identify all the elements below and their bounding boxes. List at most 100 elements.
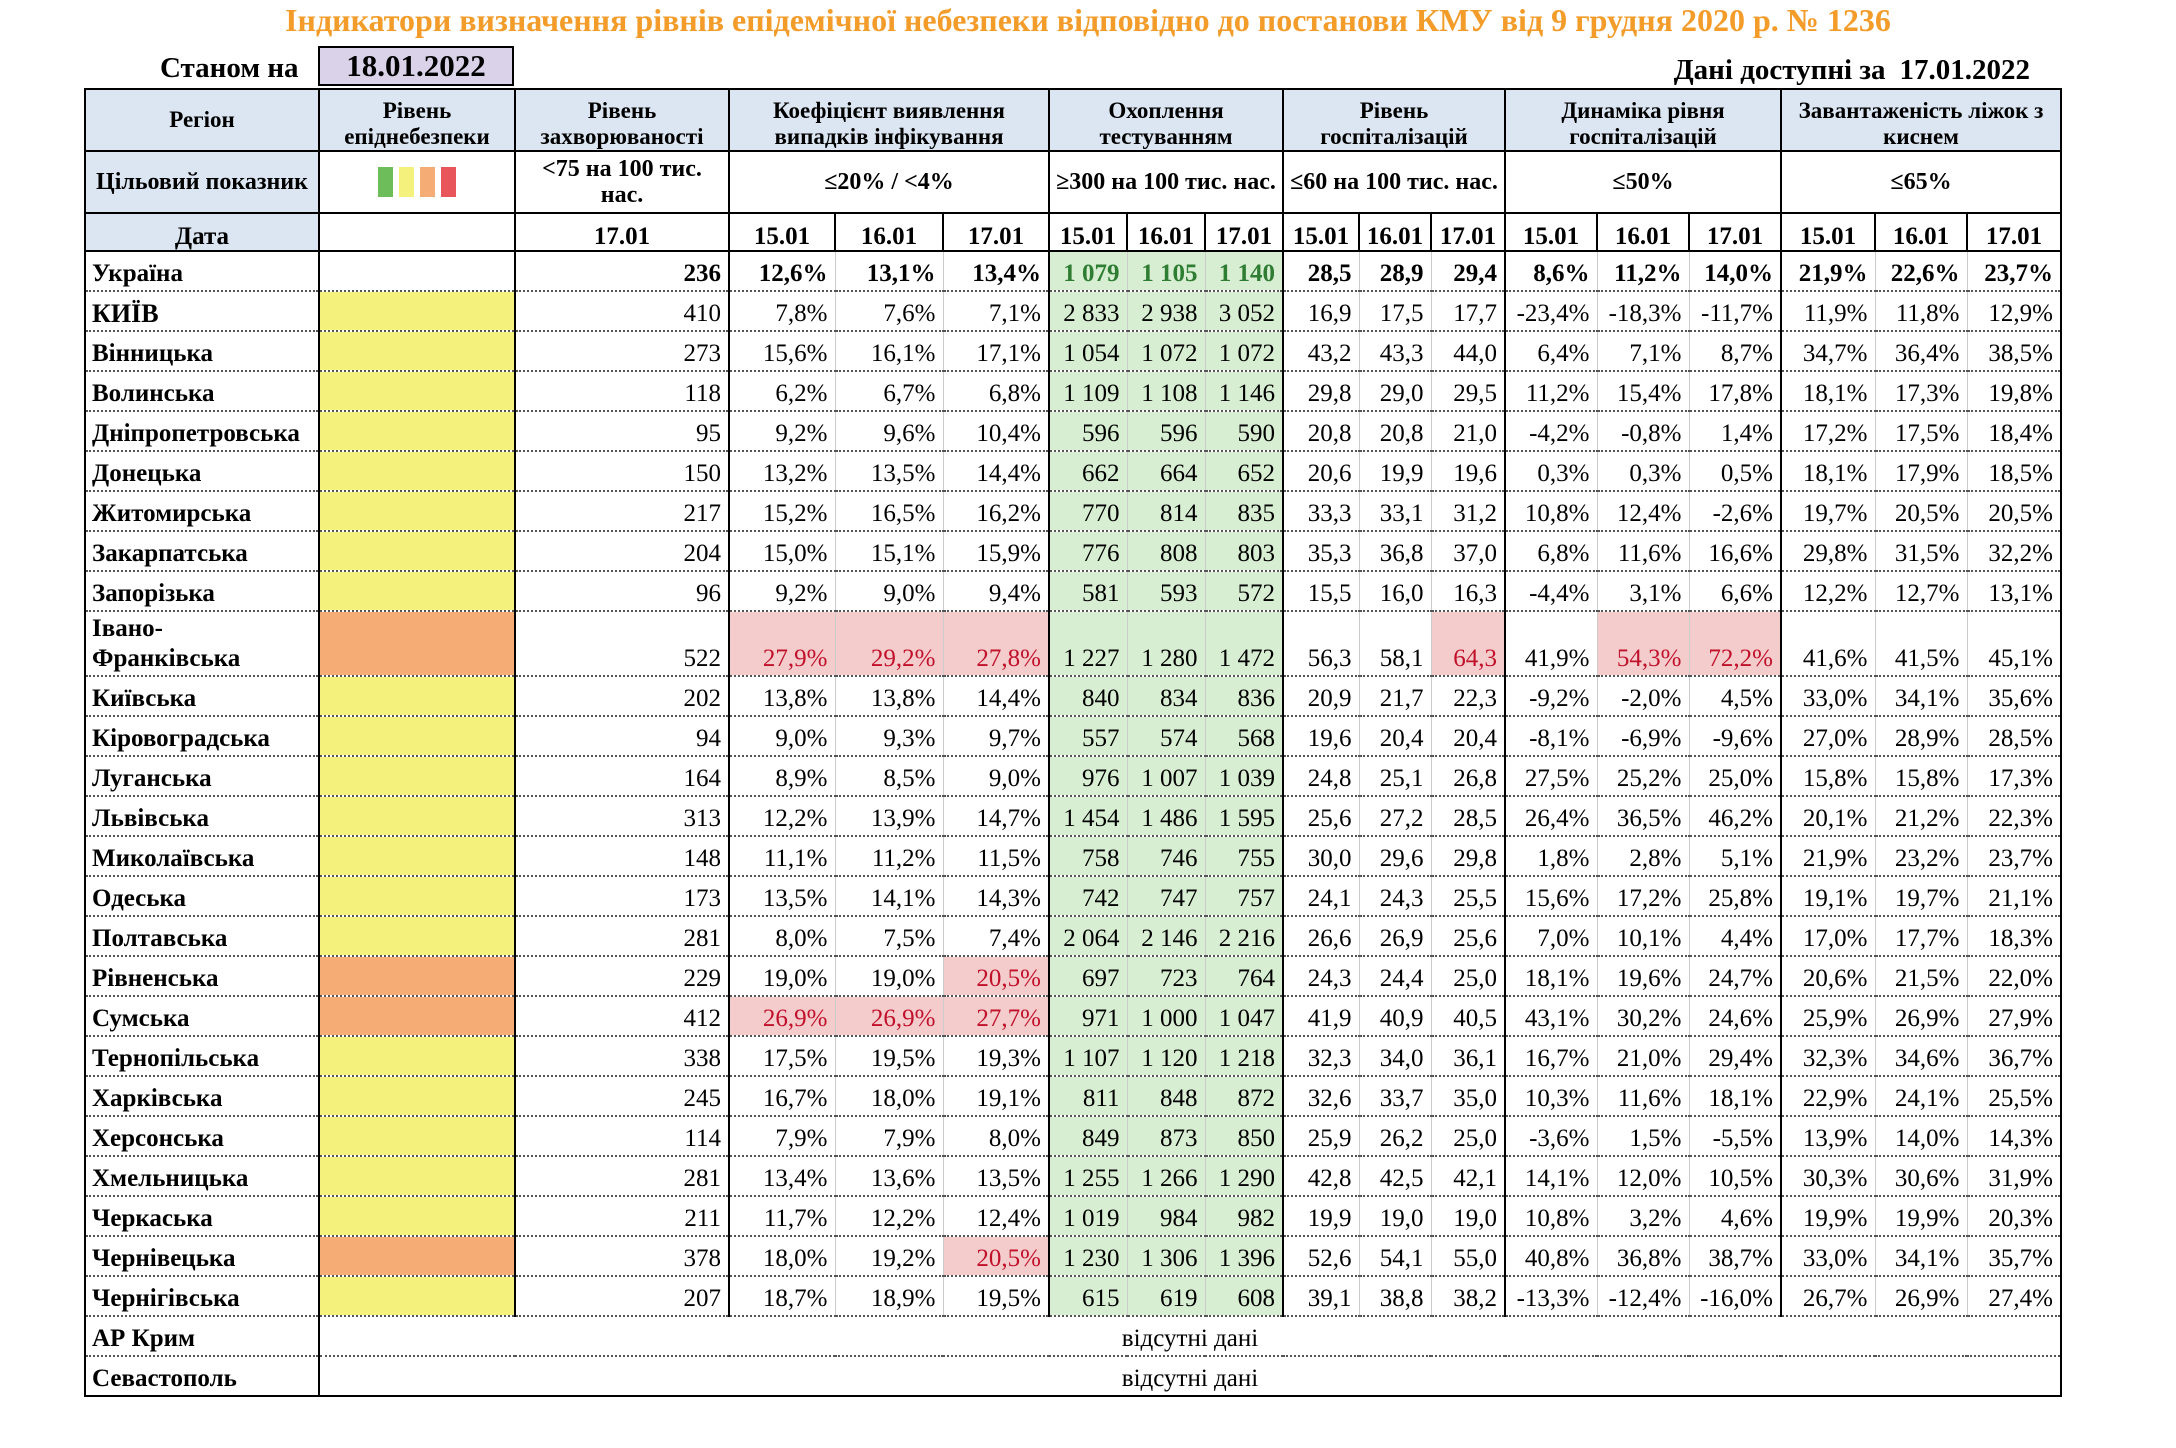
detection-value: 8,0% (942, 1116, 1049, 1157)
oxygen-bed-value: 19,7% (1780, 491, 1875, 532)
hospitalization-value: 20,8 (1282, 411, 1359, 452)
hospitalization-value: 27,2 (1358, 796, 1431, 837)
oxygen-bed-value: 34,6% (1874, 1036, 1967, 1077)
incidence-value: 96 (514, 571, 729, 612)
oxygen-bed-value: 30,3% (1780, 1156, 1875, 1197)
incidence-value: 217 (514, 491, 729, 532)
detection-value: 13,5% (728, 876, 835, 917)
detection-value: 7,5% (834, 916, 943, 957)
region-name: Львівська (84, 796, 319, 837)
oxygen-bed-value: 17,5% (1874, 411, 1967, 452)
header-region: Регіон (84, 88, 320, 152)
region-name: Сумська (84, 996, 319, 1037)
detection-value: 15,2% (728, 491, 835, 532)
legend-swatch (399, 167, 414, 197)
table-row: Севастополь відсутні дані (84, 1356, 2062, 1397)
region-name: Волинська (84, 371, 319, 412)
danger-level-cell (318, 371, 516, 412)
detection-value: 12,6% (728, 250, 835, 292)
page-title: Індикатори визначення рівнів епідемічної… (285, 2, 1891, 38)
hosp-dynamics-value: -9,2% (1504, 676, 1597, 717)
testing-value: 2 064 (1048, 916, 1127, 957)
detection-value: 10,4% (942, 411, 1049, 452)
detection-value: 13,4% (942, 250, 1049, 292)
detection-value: 19,5% (834, 1036, 943, 1077)
hosp-dynamics-value: -4,2% (1504, 411, 1597, 452)
region-name: Закарпатська (84, 531, 319, 572)
oxygen-bed-value: 34,1% (1874, 1236, 1967, 1277)
hosp-dynamics-value: 36,5% (1596, 796, 1689, 837)
hospitalization-value: 28,5 (1282, 250, 1359, 292)
oxygen-bed-value: 22,9% (1780, 1076, 1875, 1117)
date-hospitalization-1: 15.01 (1282, 212, 1360, 252)
hosp-dynamics-value: -16,0% (1688, 1276, 1781, 1317)
hospitalization-value: 35,0 (1430, 1076, 1505, 1117)
hospitalization-value: 55,0 (1430, 1236, 1505, 1277)
hospitalization-value: 38,8 (1358, 1276, 1431, 1317)
oxygen-bed-value: 21,5% (1874, 956, 1967, 997)
hosp-dynamics-value: 25,8% (1688, 876, 1781, 917)
detection-value: 15,1% (834, 531, 943, 572)
hospitalization-value: 43,3 (1358, 331, 1431, 372)
detection-value: 17,5% (728, 1036, 835, 1077)
oxygen-bed-value: 30,6% (1874, 1156, 1967, 1197)
hospitalization-value: 37,0 (1430, 531, 1505, 572)
detection-value: 9,7% (942, 716, 1049, 757)
oxygen-bed-value: 27,9% (1966, 996, 2062, 1037)
testing-value: 1 396 (1204, 1236, 1283, 1277)
level-legend (318, 150, 516, 214)
hospitalization-value: 25,0 (1430, 1116, 1505, 1157)
testing-value: 1 472 (1204, 611, 1283, 677)
detection-value: 27,8% (942, 611, 1049, 677)
hospitalization-value: 22,3 (1430, 676, 1505, 717)
hosp-dynamics-value: 15,4% (1596, 371, 1689, 412)
detection-value: 12,2% (728, 796, 835, 837)
testing-value: 1 255 (1048, 1156, 1127, 1197)
hospitalization-value: 29,0 (1358, 371, 1431, 412)
danger-level-cell (318, 716, 516, 757)
hosp-dynamics-value: 11,2% (1596, 250, 1689, 292)
oxygen-bed-value: 35,7% (1966, 1236, 2062, 1277)
oxygen-bed-value: 23,7% (1966, 836, 2062, 877)
hospitalization-value: 28,5 (1430, 796, 1505, 837)
oxygen-bed-value: 34,7% (1780, 331, 1875, 372)
testing-value: 557 (1048, 716, 1127, 757)
hospitalization-value: 29,5 (1430, 371, 1505, 412)
date-row-label: Дата (84, 212, 320, 252)
testing-value: 1 266 (1126, 1156, 1205, 1197)
hosp-dynamics-value: 36,8% (1596, 1236, 1689, 1277)
testing-value: 776 (1048, 531, 1127, 572)
hospitalization-value: 20,9 (1282, 676, 1359, 717)
detection-value: 11,1% (728, 836, 835, 877)
hospitalization-value: 52,6 (1282, 1236, 1359, 1277)
hospitalization-value: 26,8 (1430, 756, 1505, 797)
region-name: Хмельницька (84, 1156, 319, 1197)
danger-level-cell (318, 1036, 516, 1077)
detection-value: 13,6% (834, 1156, 943, 1197)
testing-value: 758 (1048, 836, 1127, 877)
hosp-dynamics-value: 6,4% (1504, 331, 1597, 372)
hospitalization-value: 16,0 (1358, 571, 1431, 612)
hospitalization-value: 38,2 (1430, 1276, 1505, 1317)
detection-value: 19,3% (942, 1036, 1049, 1077)
testing-value: 1 072 (1204, 331, 1283, 372)
testing-value: 2 216 (1204, 916, 1283, 957)
testing-value: 2 833 (1048, 291, 1127, 332)
date-detection-2: 16.01 (834, 212, 944, 252)
incidence-value: 338 (514, 1036, 729, 1077)
hosp-dynamics-value: 17,8% (1688, 371, 1781, 412)
oxygen-bed-value: 12,7% (1874, 571, 1967, 612)
level-color-legend (378, 167, 456, 197)
oxygen-bed-value: 20,5% (1966, 491, 2062, 532)
hospitalization-value: 32,3 (1282, 1036, 1359, 1077)
hosp-dynamics-value: -0,8% (1596, 411, 1689, 452)
hospitalization-value: 25,9 (1282, 1116, 1359, 1157)
oxygen-bed-value: 35,6% (1966, 676, 2062, 717)
testing-value: 1 007 (1126, 756, 1205, 797)
table-row: Чернігівська 207 18,7% 18,9% 19,5% 615 619 608 3… (84, 1276, 2062, 1317)
hospitalization-value: 24,3 (1358, 876, 1431, 917)
table-row: Кіровоградська 94 9,0% 9,3% 9,7% 557 574 568 19,… (84, 716, 2062, 757)
danger-level-cell (318, 916, 516, 957)
hospitalization-value: 17,5 (1358, 291, 1431, 332)
incidence-value: 118 (514, 371, 729, 412)
